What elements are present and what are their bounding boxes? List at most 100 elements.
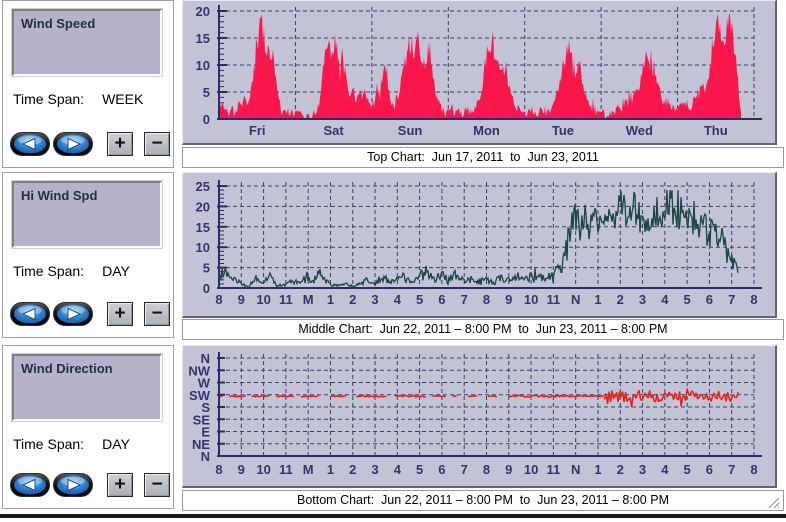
time-span-value: DAY xyxy=(102,263,130,279)
svg-text:7: 7 xyxy=(728,462,735,477)
svg-text:9: 9 xyxy=(238,462,245,477)
svg-text:NE: NE xyxy=(192,437,210,452)
svg-text:3: 3 xyxy=(371,462,378,477)
svg-text:7: 7 xyxy=(461,292,468,307)
svg-text:Thu: Thu xyxy=(704,123,728,138)
svg-text:1: 1 xyxy=(327,462,334,477)
time-span: Time Span: DAY xyxy=(13,263,130,279)
time-span-label: Time Span: xyxy=(13,436,85,452)
hi-wind-spd-row: Hi Wind Spd Time Span: DAY xyxy=(0,172,786,340)
wind-speed-week-chart[interactable]: Fri Sat Sun Mon Tue Wed Thu 0 5 10 15 20 xyxy=(182,0,777,145)
svg-text:NW: NW xyxy=(188,363,210,378)
zoom-out-button[interactable]: − xyxy=(144,132,170,156)
svg-text:2: 2 xyxy=(349,292,356,307)
svg-text:N: N xyxy=(571,462,580,477)
prev-button[interactable] xyxy=(10,132,50,156)
time-span-label: Time Span: xyxy=(13,263,85,279)
svg-text:S: S xyxy=(201,400,210,415)
left-arrow-icon xyxy=(10,302,50,326)
next-button[interactable] xyxy=(53,473,93,497)
zoom-in-button[interactable]: + xyxy=(107,473,133,497)
svg-text:8: 8 xyxy=(750,292,757,307)
wind-direction-row: Wind Direction Time Span: DAY xyxy=(0,345,786,511)
svg-text:11: 11 xyxy=(547,462,561,477)
svg-text:11: 11 xyxy=(279,462,293,477)
graph-type-box: Wind Speed xyxy=(11,8,163,77)
time-span-value: DAY xyxy=(102,436,130,452)
svg-text:8: 8 xyxy=(483,462,490,477)
svg-text:N: N xyxy=(571,292,580,307)
svg-text:M: M xyxy=(303,462,314,477)
svg-text:8: 8 xyxy=(215,292,222,307)
zoom-in-button[interactable]: + xyxy=(107,132,133,156)
svg-text:7: 7 xyxy=(728,292,735,307)
right-arrow-icon xyxy=(53,132,93,156)
graph-type-label: Hi Wind Spd xyxy=(21,188,98,203)
time-span-value: WEEK xyxy=(102,91,144,107)
svg-text:W: W xyxy=(198,376,211,391)
svg-text:5: 5 xyxy=(416,292,423,307)
svg-text:0: 0 xyxy=(203,281,210,296)
svg-text:15: 15 xyxy=(196,31,210,46)
svg-text:9: 9 xyxy=(505,292,512,307)
svg-text:3: 3 xyxy=(371,292,378,307)
hi-wind-spd-day-chart[interactable]: 8 9 10 11 M 1 2 3 4 5 6 7 8 9 10 11 N 1 2 3 4 5 6 7 8 0 5 10 15 20 25 xyxy=(182,172,777,318)
svg-text:Fri: Fri xyxy=(249,123,266,138)
svg-text:5: 5 xyxy=(203,85,210,100)
svg-text:3: 3 xyxy=(639,292,646,307)
next-button[interactable] xyxy=(53,302,93,326)
resize-grip[interactable] xyxy=(765,494,780,509)
svg-text:5: 5 xyxy=(684,462,691,477)
svg-text:25: 25 xyxy=(196,179,210,194)
svg-text:11: 11 xyxy=(279,292,293,307)
zoom-in-button[interactable]: + xyxy=(107,302,133,326)
svg-text:E: E xyxy=(201,425,210,440)
svg-text:4: 4 xyxy=(394,462,402,477)
hi-wind-spd-chart-col: 8 9 10 11 M 1 2 3 4 5 6 7 8 9 10 11 N 1 2 3 4 5 6 7 8 0 5 10 15 20 25 … xyxy=(182,172,786,340)
middle-chart-caption-text: Middle Chart: Jun 22, 2011 – 8:00 PM to … xyxy=(298,322,668,336)
top-chart-caption: Top Chart: Jun 17, 2011 to Jun 23, 2011 xyxy=(182,147,784,168)
svg-text:10: 10 xyxy=(524,292,538,307)
svg-text:6: 6 xyxy=(706,292,713,307)
svg-text:SW: SW xyxy=(189,388,211,403)
svg-text:2: 2 xyxy=(617,292,624,307)
svg-text:N: N xyxy=(201,449,210,464)
svg-text:Sat: Sat xyxy=(324,123,345,138)
middle-chart-caption: Middle Chart: Jun 22, 2011 – 8:00 PM to … xyxy=(182,319,784,340)
svg-text:20: 20 xyxy=(196,4,210,19)
svg-text:9: 9 xyxy=(238,292,245,307)
svg-text:1: 1 xyxy=(594,462,601,477)
prev-button[interactable] xyxy=(10,302,50,326)
zoom-out-button[interactable]: − xyxy=(144,302,170,326)
svg-text:1: 1 xyxy=(327,292,334,307)
svg-text:6: 6 xyxy=(706,462,713,477)
time-span: Time Span: DAY xyxy=(13,436,130,452)
graph-type-box: Hi Wind Spd xyxy=(11,180,163,249)
svg-text:10: 10 xyxy=(196,240,210,255)
svg-text:20: 20 xyxy=(196,199,210,214)
svg-text:4: 4 xyxy=(394,292,402,307)
svg-text:5: 5 xyxy=(203,261,210,276)
wind-direction-day-chart[interactable]: 8 9 10 11 M 1 2 3 4 5 6 7 8 9 10 11 N 1 2 3 4 5 6 7 8 N NW W SW S SE E N… xyxy=(182,345,777,488)
nav-button-row: + − xyxy=(10,132,170,156)
svg-text:2: 2 xyxy=(617,462,624,477)
svg-text:15: 15 xyxy=(196,220,210,235)
svg-text:3: 3 xyxy=(639,462,646,477)
time-span: Time Span: WEEK xyxy=(13,91,143,107)
bottom-chart-caption: Bottom Chart: Jun 22, 2011 – 8:00 PM to … xyxy=(182,490,784,511)
svg-text:8: 8 xyxy=(750,462,757,477)
prev-button[interactable] xyxy=(10,473,50,497)
graph-type-label: Wind Speed xyxy=(21,16,96,31)
nav-button-row: + − xyxy=(10,302,170,326)
svg-text:5: 5 xyxy=(684,292,691,307)
svg-text:1: 1 xyxy=(594,292,601,307)
zoom-out-button[interactable]: − xyxy=(144,473,170,497)
svg-text:M: M xyxy=(303,292,314,307)
svg-text:10: 10 xyxy=(256,292,270,307)
wind-speed-control-panel: Wind Speed Time Span: WEEK xyxy=(2,0,174,168)
svg-text:SE: SE xyxy=(193,412,211,427)
graph-type-box: Wind Direction xyxy=(11,353,163,422)
time-span-label: Time Span: xyxy=(13,91,85,107)
next-button[interactable] xyxy=(53,132,93,156)
svg-text:7: 7 xyxy=(461,462,468,477)
